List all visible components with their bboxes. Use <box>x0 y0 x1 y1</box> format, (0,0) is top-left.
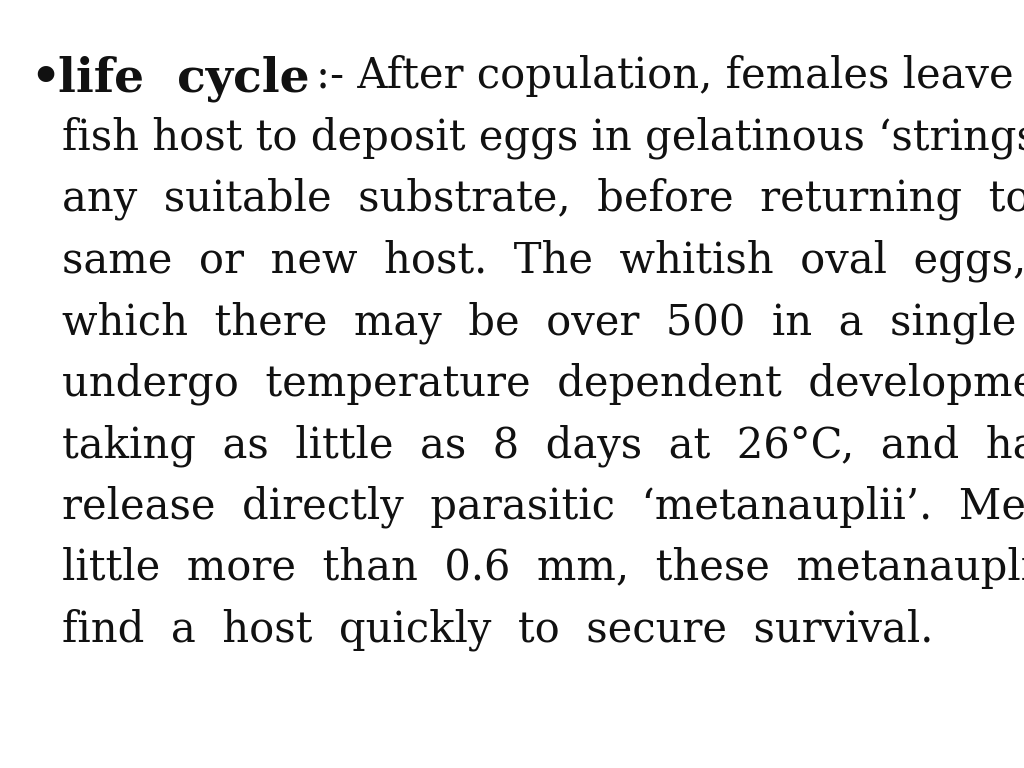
Text: any  suitable  substrate,  before  returning  to  the: any suitable substrate, before returning… <box>62 178 1024 220</box>
Text: little  more  than  0.6  mm,  these  metanauplii  must: little more than 0.6 mm, these metanaupl… <box>62 547 1024 589</box>
Text: •: • <box>30 55 60 101</box>
Text: which  there  may  be  over  500  in  a  single  strip,: which there may be over 500 in a single … <box>62 301 1024 343</box>
Text: find  a  host  quickly  to  secure  survival.: find a host quickly to secure survival. <box>62 608 933 651</box>
Text: release  directly  parasitic  ‘metanauplii’.  Measuring: release directly parasitic ‘metanauplii’… <box>62 485 1024 528</box>
Text: taking  as  little  as  8  days  at  26°C,  and  hatch  to: taking as little as 8 days at 26°C, and … <box>62 424 1024 466</box>
Text: :- After copulation, females leave the: :- After copulation, females leave the <box>316 55 1024 97</box>
Text: undergo  temperature  dependent  development,: undergo temperature dependent developmen… <box>62 362 1024 405</box>
Text: same  or  new  host.  The  whitish  oval  eggs,  of: same or new host. The whitish oval eggs,… <box>62 240 1024 282</box>
Text: fish host to deposit eggs in gelatinous ‘strings’ on: fish host to deposit eggs in gelatinous … <box>62 117 1024 159</box>
Text: life  cycle: life cycle <box>58 55 309 101</box>
